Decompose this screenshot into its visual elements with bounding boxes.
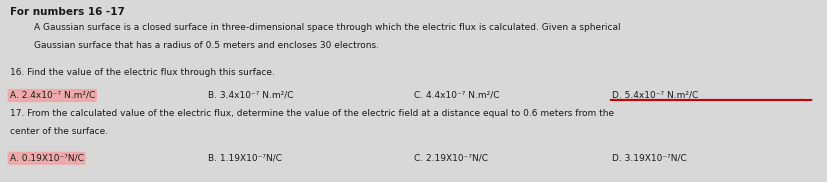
Text: B. 3.4x10⁻⁷ N.m²/C: B. 3.4x10⁻⁷ N.m²/C [208, 91, 293, 100]
Text: A. 2.4x10⁻⁷ N.m²/C: A. 2.4x10⁻⁷ N.m²/C [10, 91, 95, 100]
Text: 17. From the calculated value of the electric flux, determine the value of the e: 17. From the calculated value of the ele… [10, 109, 613, 118]
Text: B. 1.19X10⁻⁷N/C: B. 1.19X10⁻⁷N/C [208, 154, 281, 163]
Text: D. 3.19X10⁻⁷N/C: D. 3.19X10⁻⁷N/C [611, 154, 686, 163]
Text: 16. Find the value of the electric flux through this surface.: 16. Find the value of the electric flux … [10, 68, 275, 77]
Text: C. 2.19X10⁻⁷N/C: C. 2.19X10⁻⁷N/C [414, 154, 487, 163]
Text: D. 5.4x10⁻⁷ N.m²/C: D. 5.4x10⁻⁷ N.m²/C [611, 91, 697, 100]
Text: A. 0.19X10⁻⁷N/C: A. 0.19X10⁻⁷N/C [10, 154, 84, 163]
Text: center of the surface.: center of the surface. [10, 127, 108, 136]
Text: A Gaussian surface is a closed surface in three-dimensional space through which : A Gaussian surface is a closed surface i… [35, 23, 620, 32]
Text: C. 4.4x10⁻⁷ N.m²/C: C. 4.4x10⁻⁷ N.m²/C [414, 91, 499, 100]
Text: Gaussian surface that has a radius of 0.5 meters and encloses 30 electrons.: Gaussian surface that has a radius of 0.… [35, 41, 379, 50]
Text: For numbers 16 -17: For numbers 16 -17 [10, 7, 124, 17]
